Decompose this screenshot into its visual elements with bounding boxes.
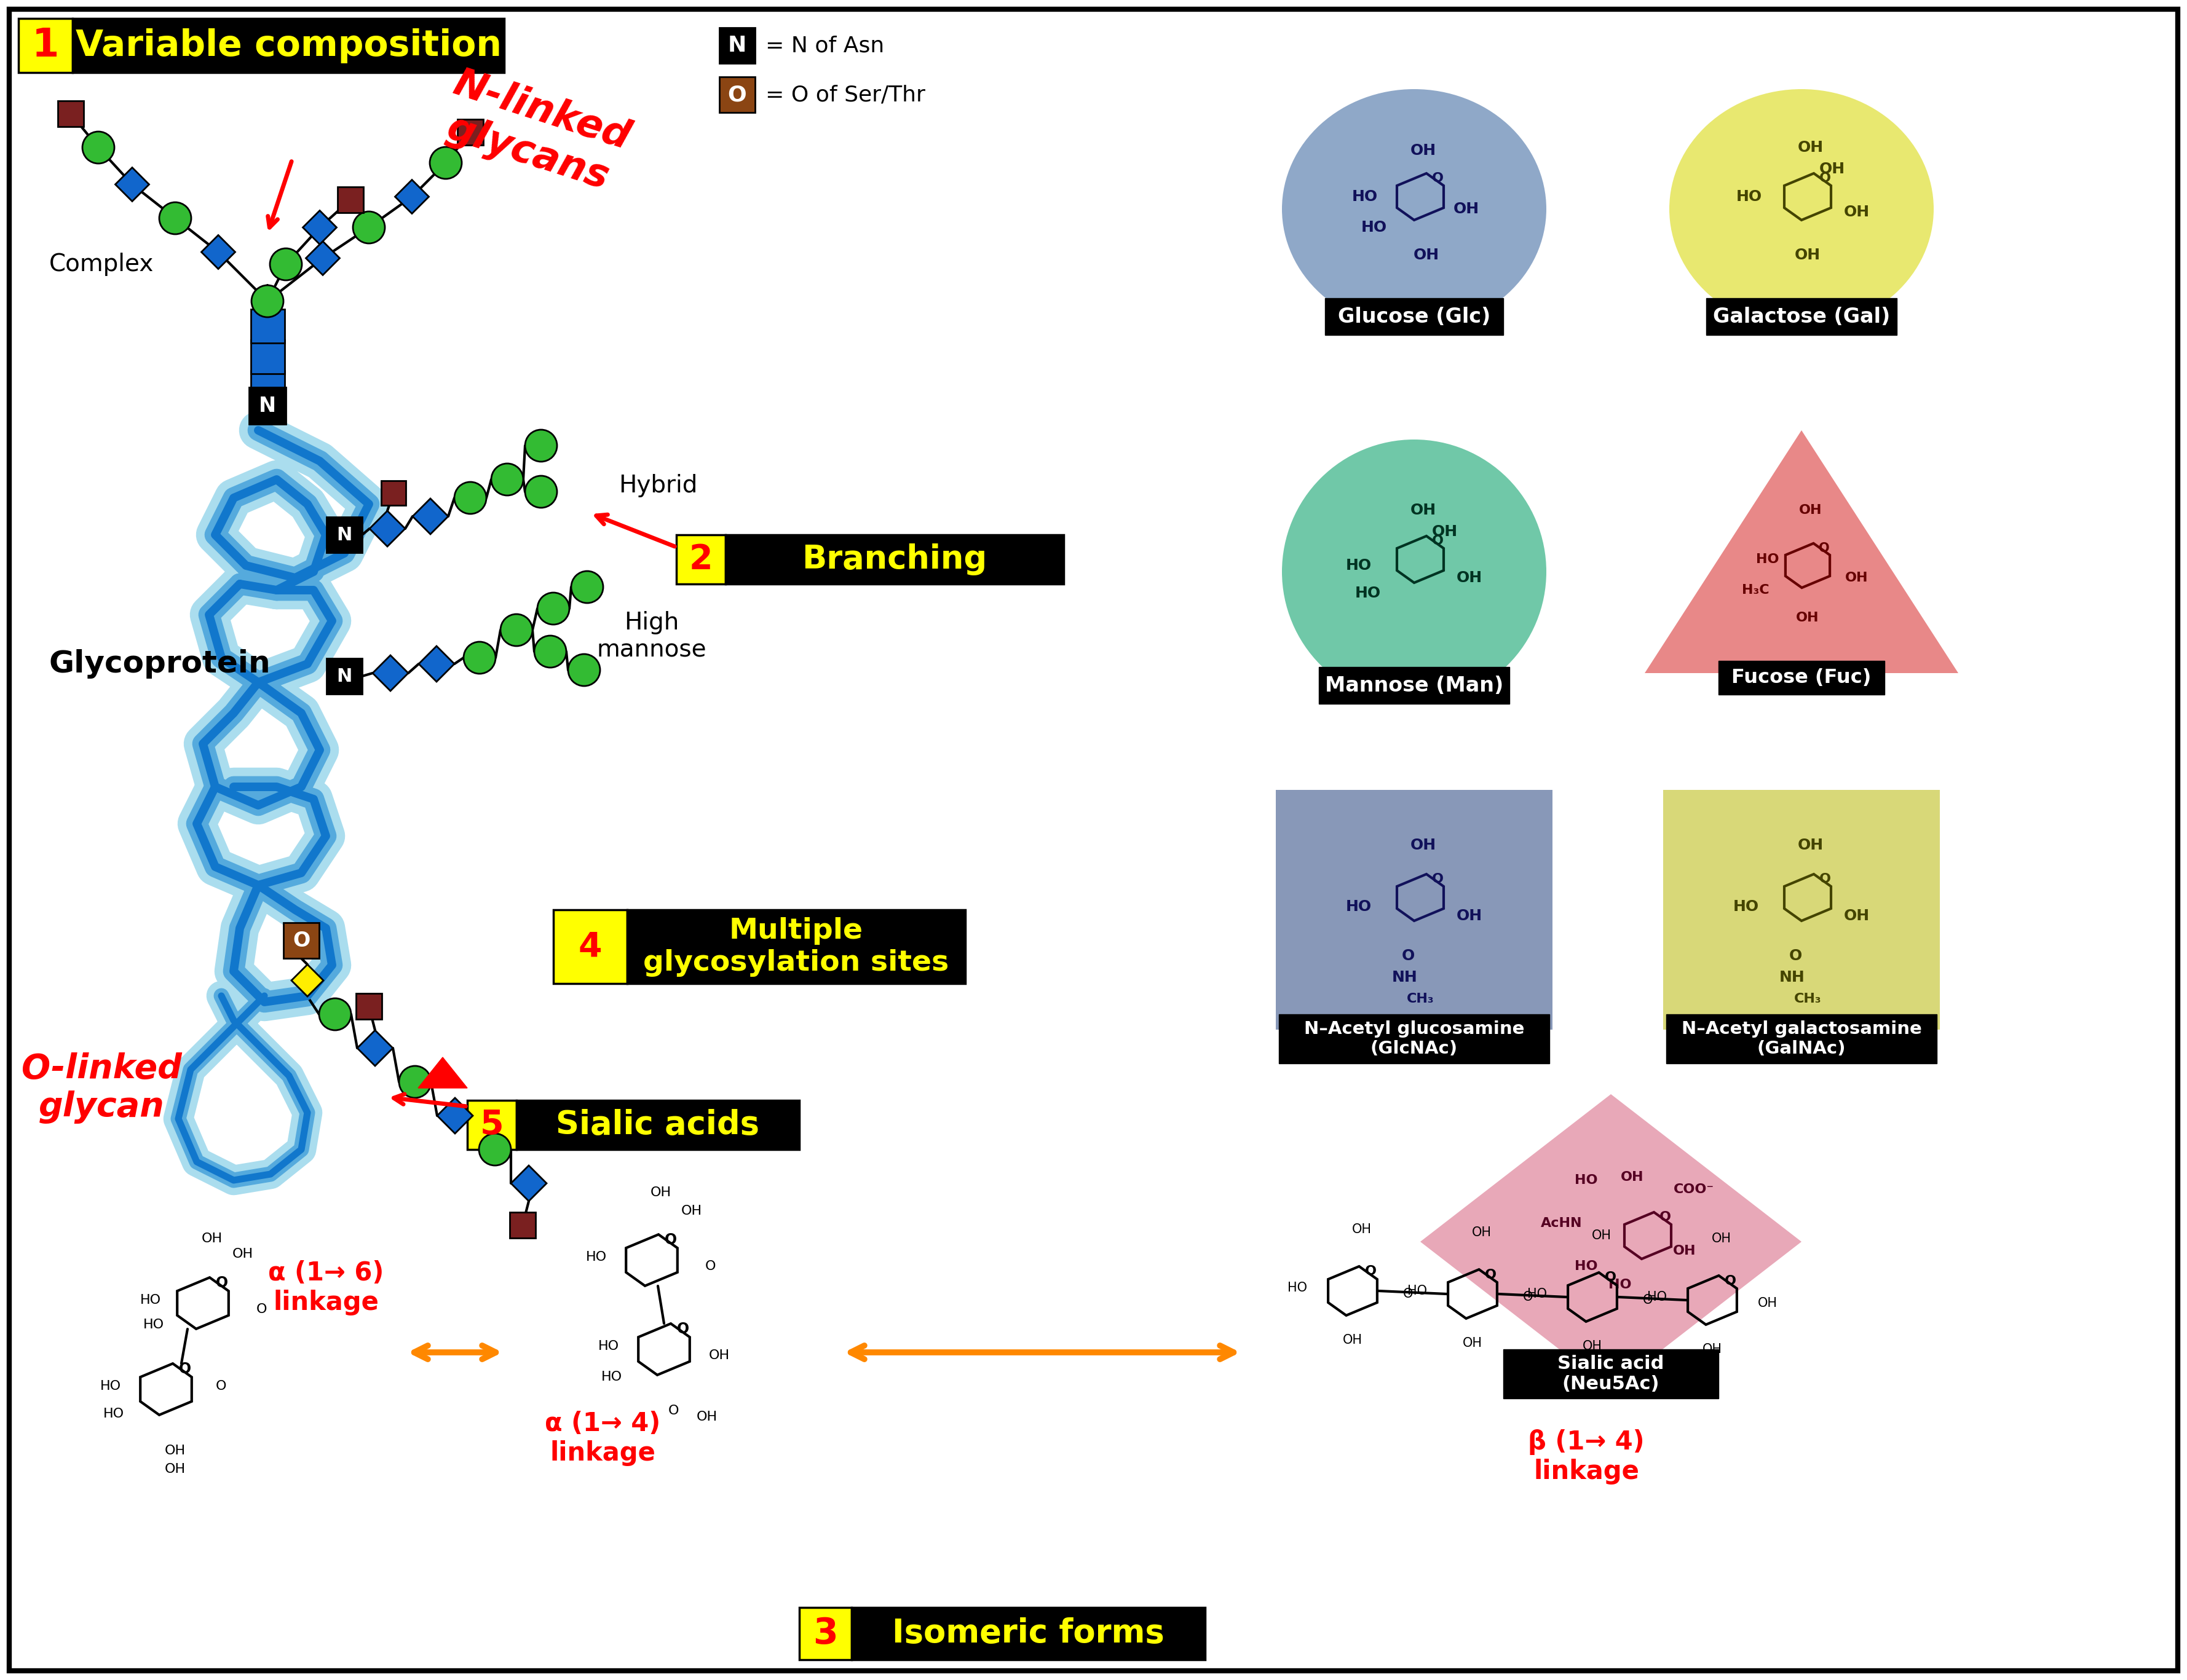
Text: HO: HO <box>103 1408 125 1420</box>
Text: OH: OH <box>1796 247 1820 262</box>
Text: O: O <box>667 1404 678 1416</box>
Text: 4: 4 <box>577 931 601 963</box>
Polygon shape <box>372 655 409 690</box>
Text: OH: OH <box>1673 1245 1697 1257</box>
Text: HO: HO <box>1734 899 1758 914</box>
Bar <box>17 18 72 72</box>
Text: OH: OH <box>1796 612 1820 623</box>
Text: O: O <box>217 1379 227 1393</box>
Text: O: O <box>1605 1272 1616 1284</box>
Text: OH: OH <box>164 1463 186 1475</box>
Text: OH: OH <box>1712 1233 1732 1245</box>
Text: AcHN: AcHN <box>1542 1216 1583 1230</box>
Text: OH: OH <box>1352 1223 1371 1235</box>
Text: OH: OH <box>1454 202 1478 217</box>
Text: Galactose (Gal): Galactose (Gal) <box>1712 306 1890 326</box>
Bar <box>798 1608 851 1660</box>
Text: OH: OH <box>1758 1297 1778 1309</box>
Text: Multiple
glycosylation sites: Multiple glycosylation sites <box>643 917 949 976</box>
Text: HO: HO <box>1575 1260 1599 1272</box>
Bar <box>851 1608 1205 1660</box>
Circle shape <box>455 482 486 514</box>
Text: Mannose (Man): Mannose (Man) <box>1325 675 1502 696</box>
Text: N: N <box>728 35 746 55</box>
Polygon shape <box>418 647 455 682</box>
Bar <box>337 186 363 213</box>
Text: HO: HO <box>1527 1289 1546 1300</box>
Bar <box>468 1100 516 1149</box>
Text: HO: HO <box>586 1252 606 1263</box>
Polygon shape <box>1645 430 1957 674</box>
Text: OH: OH <box>1457 909 1483 924</box>
Bar <box>1275 790 1553 1030</box>
Text: HO: HO <box>1610 1278 1632 1290</box>
Text: OH: OH <box>1846 571 1868 585</box>
Text: NH: NH <box>1780 969 1804 984</box>
Circle shape <box>431 146 461 178</box>
Bar <box>252 309 284 343</box>
Text: O: O <box>1642 1294 1653 1307</box>
Bar <box>249 388 286 423</box>
Text: HO: HO <box>1736 190 1763 203</box>
Polygon shape <box>356 1030 394 1065</box>
Text: OH: OH <box>1411 502 1437 517</box>
Text: O: O <box>1432 171 1443 185</box>
Text: OH: OH <box>1463 1337 1483 1349</box>
Text: HO: HO <box>1345 558 1371 573</box>
Bar <box>252 339 284 373</box>
Text: O: O <box>1485 1268 1496 1280</box>
Polygon shape <box>302 210 337 244</box>
Bar <box>628 911 964 983</box>
Bar <box>326 517 363 553</box>
Text: N: N <box>258 395 276 417</box>
Text: OH: OH <box>1411 838 1437 853</box>
Text: COO⁻: COO⁻ <box>1673 1183 1715 1196</box>
Circle shape <box>534 635 566 667</box>
Text: OH: OH <box>1583 1341 1603 1352</box>
Bar <box>553 911 628 983</box>
Circle shape <box>569 654 599 685</box>
Text: α (1→ 4)
linkage: α (1→ 4) linkage <box>545 1411 660 1467</box>
Text: HO: HO <box>599 1341 619 1352</box>
Text: HO: HO <box>601 1371 623 1383</box>
Text: OH: OH <box>232 1248 254 1260</box>
Text: 1: 1 <box>33 27 59 64</box>
Text: O: O <box>217 1275 227 1290</box>
Bar <box>720 77 755 113</box>
Bar <box>1502 1349 1719 1398</box>
Text: Hybrid: Hybrid <box>619 474 698 497</box>
Polygon shape <box>418 1057 468 1089</box>
Bar <box>252 370 284 405</box>
Text: O: O <box>1365 1265 1376 1278</box>
Polygon shape <box>1419 1094 1802 1389</box>
Ellipse shape <box>1282 89 1546 329</box>
Bar <box>72 18 505 72</box>
Text: 5: 5 <box>479 1109 503 1141</box>
Text: HO: HO <box>1345 899 1371 914</box>
Text: O: O <box>1789 949 1802 963</box>
Text: OH: OH <box>1411 143 1437 158</box>
Text: 2: 2 <box>689 543 713 576</box>
Text: O: O <box>1402 949 1415 963</box>
Polygon shape <box>201 235 236 269</box>
Text: N: N <box>337 667 352 685</box>
Text: NH: NH <box>1393 969 1417 984</box>
Text: OH: OH <box>1701 1342 1721 1356</box>
Text: O-linked
glycan: O-linked glycan <box>22 1052 182 1124</box>
Circle shape <box>83 131 114 163</box>
Text: OH: OH <box>201 1233 223 1245</box>
Text: OH: OH <box>650 1186 671 1200</box>
Text: High
mannose: High mannose <box>597 612 706 662</box>
Circle shape <box>398 1065 431 1097</box>
Circle shape <box>464 642 496 674</box>
Text: OH: OH <box>1621 1171 1645 1183</box>
Bar <box>720 27 755 64</box>
Text: O: O <box>256 1304 267 1315</box>
Text: N–Acetyl galactosamine
(GalNAc): N–Acetyl galactosamine (GalNAc) <box>1682 1020 1922 1057</box>
Bar <box>1325 297 1502 334</box>
Text: Branching: Branching <box>803 543 986 575</box>
Polygon shape <box>116 168 149 202</box>
Text: HO: HO <box>140 1294 162 1307</box>
Polygon shape <box>396 180 429 213</box>
Text: OH: OH <box>1798 139 1824 155</box>
